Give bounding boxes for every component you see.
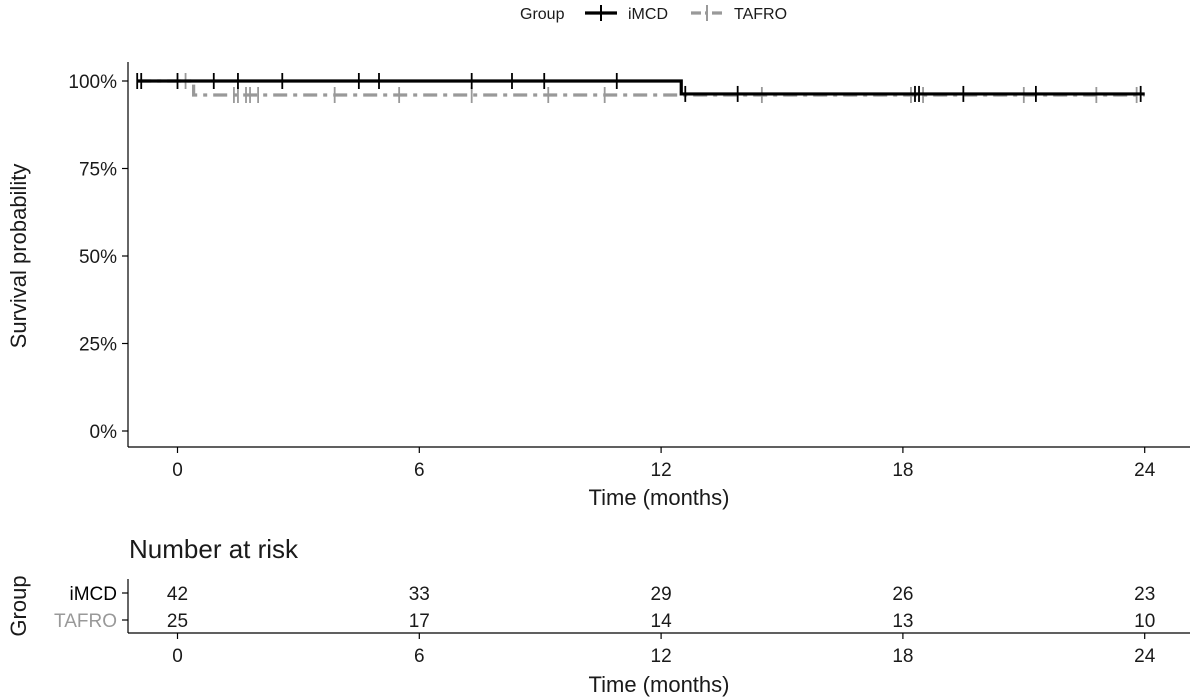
risk-count: 10 [1134,611,1155,632]
risk-table: Number at risk Group iMCD 42 33 29 26 23 TAFRO… [6,534,1190,697]
risk-count: 33 [409,584,430,605]
x-tick-label: 18 [892,460,913,481]
risk-count: 17 [409,611,430,632]
risk-x-tick-label: 24 [1134,646,1156,667]
y-tick-label: 75% [79,160,117,181]
legend-title: Group [520,6,565,23]
risk-x-tick-label: 12 [651,646,672,667]
risk-x-tick-label: 18 [892,646,913,667]
x-axis-title: Time (months) [589,485,730,510]
risk-count: 42 [167,584,188,605]
legend-key-imcd [585,5,617,21]
y-tick-label: 25% [79,335,117,356]
risk-count: 13 [892,611,913,632]
x-tick-label: 0 [172,460,183,481]
risk-x-tick-label: 6 [414,646,425,667]
risk-count: 14 [651,611,673,632]
legend: Group iMCD TAFRO [520,5,787,23]
risk-row-label: iMCD [70,584,118,605]
y-ticks: 0% 25% 50% 75% 100% [68,72,128,443]
legend-label-tafro: TAFRO [734,6,787,23]
x-tick-label: 24 [1134,460,1156,481]
x-tick-label: 6 [414,460,425,481]
risk-x-tick-label: 0 [172,646,183,667]
survival-curve-tafro [137,79,1145,97]
risk-table-x-ticks: 0 6 12 18 24 [172,633,1156,667]
y-tick-label: 50% [79,247,117,268]
x-tick-label: 12 [651,460,672,481]
risk-table-rows: iMCD 42 33 29 26 23 TAFRO 25 17 14 13 10 [54,584,1155,632]
risk-row-label: TAFRO [54,611,117,632]
risk-count: 26 [892,584,913,605]
legend-key-tafro [691,5,723,21]
y-tick-label: 100% [68,72,117,93]
survival-curve-imcd [137,79,1145,96]
risk-table-x-title: Time (months) [589,672,730,697]
survival-curves [136,73,1145,103]
risk-table-y-title: Group [6,575,31,636]
risk-count: 29 [651,584,672,605]
x-ticks: 0 6 12 18 24 [172,447,1156,481]
legend-label-imcd: iMCD [628,6,668,23]
y-axis-title: Survival probability [6,164,31,349]
risk-count: 25 [167,611,188,632]
survival-plot: Survival probability 0% 25% 50% 75% 100% 0 6 1… [6,62,1190,510]
y-tick-label: 0% [90,422,118,443]
risk-table-title: Number at risk [129,534,299,564]
risk-count: 23 [1134,584,1155,605]
